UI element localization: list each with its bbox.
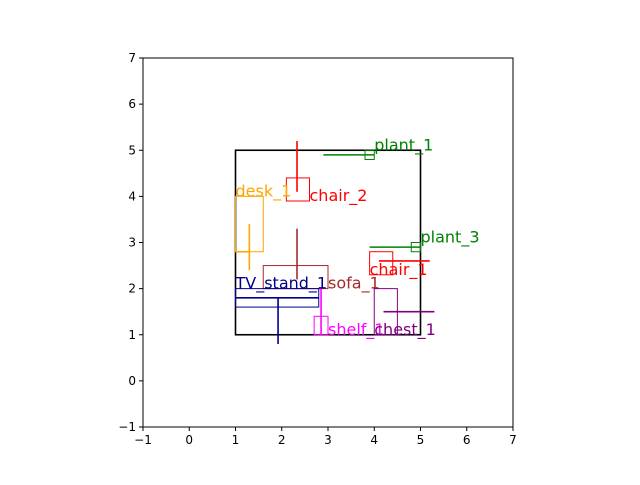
object-box-chair-2: [285, 177, 310, 202]
object-box-chair-1: [369, 251, 394, 276]
x-tick-label: 2: [278, 433, 286, 447]
object-label: chair_2: [310, 186, 368, 206]
x-tick-label: 0: [185, 433, 193, 447]
x-tick-label: 3: [324, 433, 332, 447]
x-tick-label: 5: [417, 433, 425, 447]
object-label: shelf_1: [328, 320, 385, 340]
y-tick-label: 4: [128, 189, 136, 203]
object-label: sofa_1: [328, 274, 380, 294]
y-tick-label: 7: [128, 51, 136, 65]
object-label: desk_1: [236, 181, 292, 201]
x-tick-label: 7: [509, 433, 517, 447]
object-label: plant_3: [421, 228, 480, 248]
object-label: chest_1: [374, 320, 436, 340]
x-tick-label: −1: [134, 433, 152, 447]
y-tick-label: 0: [128, 374, 136, 388]
x-tick-label: 6: [463, 433, 471, 447]
y-tick-label: 2: [128, 282, 136, 296]
object-label: TV_stand_1: [235, 274, 328, 294]
x-tick-label: 1: [232, 433, 240, 447]
object-label: chair_1: [370, 260, 428, 280]
y-tick-label: 5: [128, 143, 136, 157]
y-tick-label: 3: [128, 236, 136, 250]
object-label: plant_1: [374, 135, 433, 155]
y-tick-label: −1: [118, 420, 136, 434]
y-tick-label: 6: [128, 97, 136, 111]
y-tick-label: 1: [128, 328, 136, 342]
x-tick-label: 4: [370, 433, 378, 447]
